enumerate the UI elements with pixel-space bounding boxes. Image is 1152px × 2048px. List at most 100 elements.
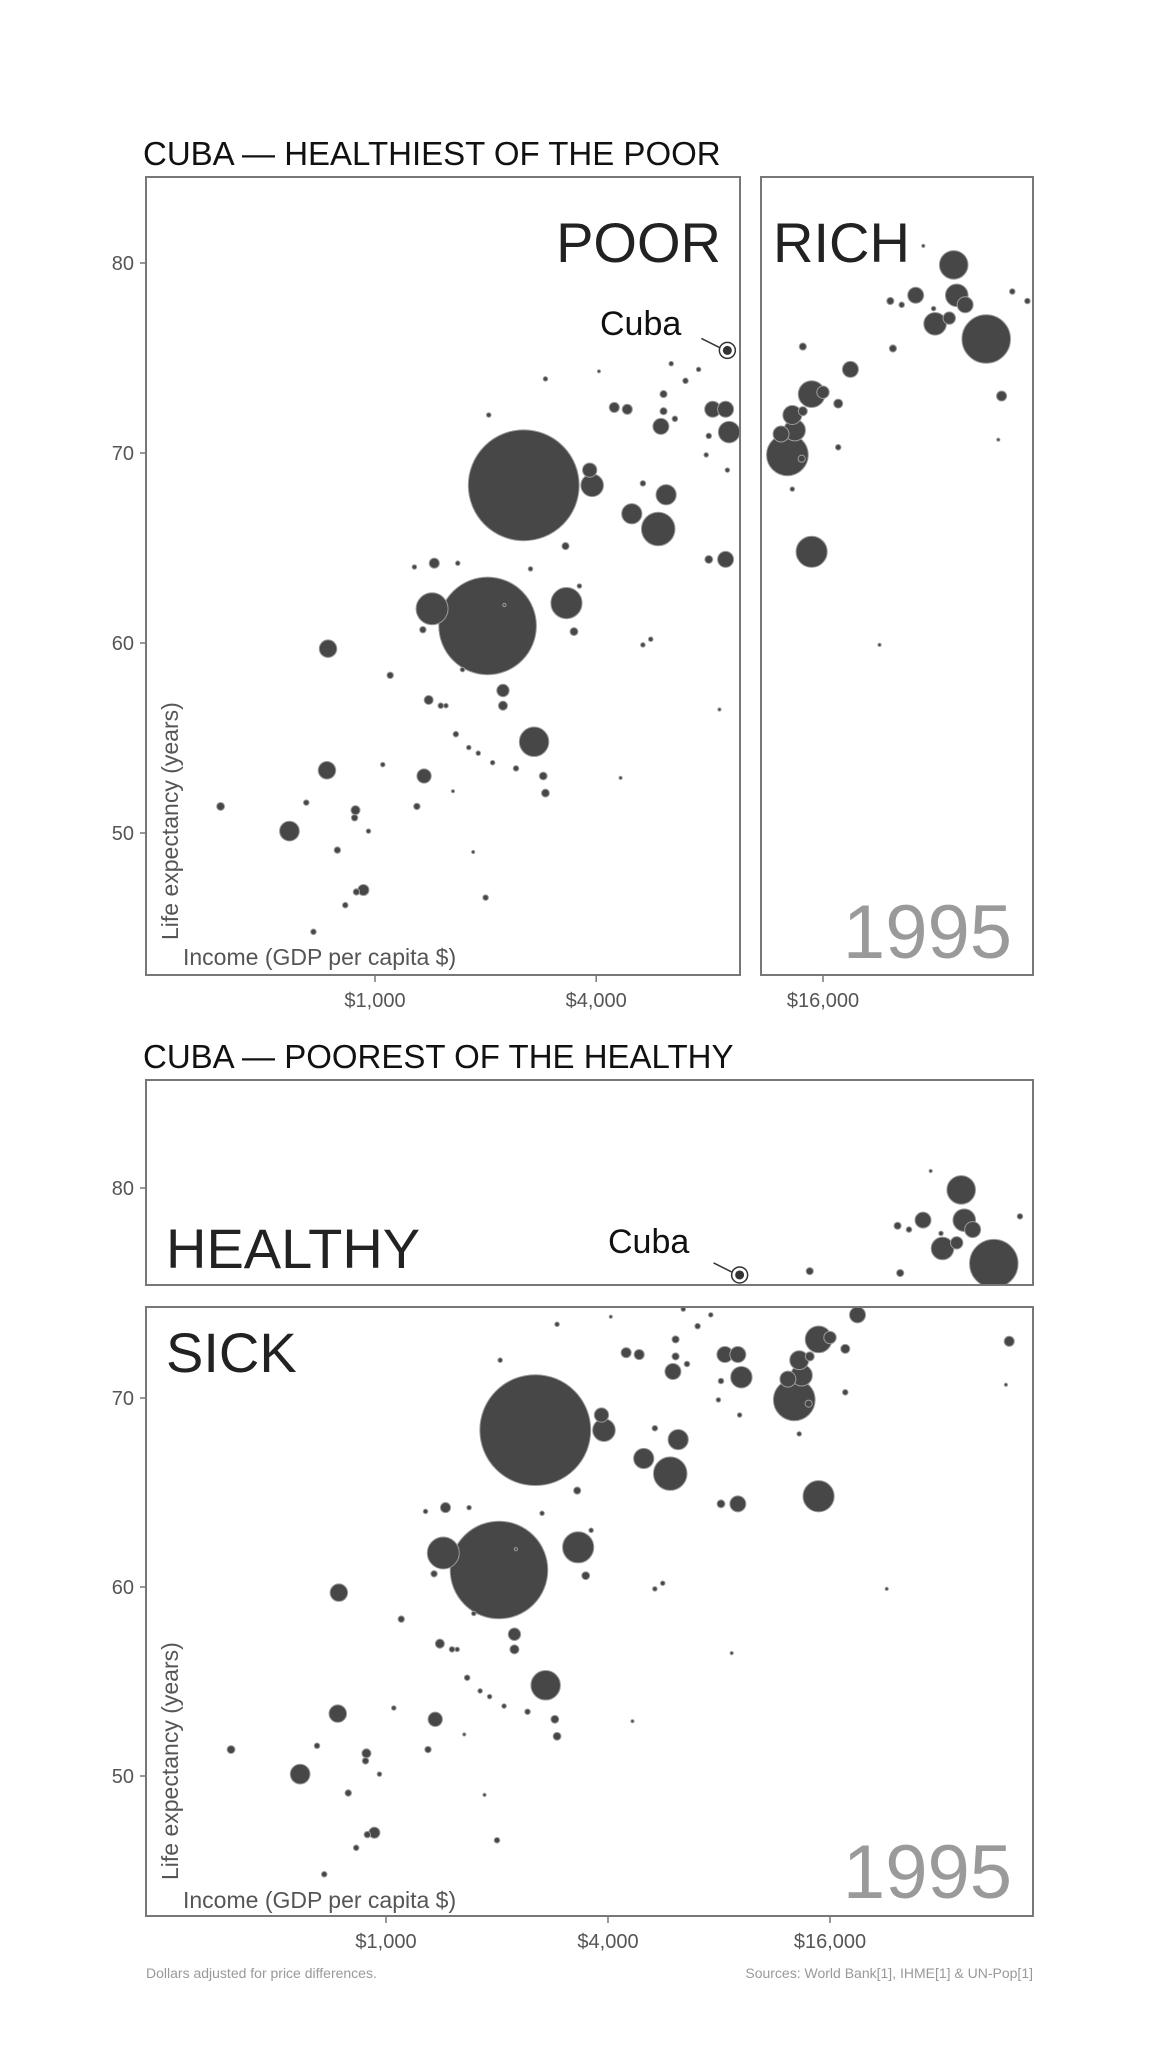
country-bubble [1016,1213,1024,1220]
country-bubble [841,1389,849,1396]
country-bubble [621,503,643,525]
country-bubble [471,1610,477,1617]
country-bubble [479,1374,592,1487]
country-bubble [541,788,550,798]
y-tick-label: 80 [112,1178,134,1200]
country-bubble [664,1363,682,1381]
country-bubble [376,1771,383,1777]
country-bubble [509,1644,520,1655]
country-bubble [914,1211,932,1229]
country-bubble [397,1615,405,1623]
y-tick-label: 70 [112,1388,134,1410]
country-bubble [443,702,449,709]
country-bubble [655,484,677,506]
country-bubble [350,805,361,816]
country-bubble [341,901,349,909]
x-tick-label: $1,000 [355,1931,416,1953]
x-tick-label: $4,000 [577,1931,638,1953]
country-bubble [593,1407,610,1423]
country-bubble [313,1742,321,1750]
country-bubble [497,700,508,711]
cuba-bubble [722,345,732,355]
country-bubble [423,694,434,706]
country-bubble [493,1836,501,1844]
country-bubble [938,250,969,280]
country-bubble [380,761,386,768]
country-bubble [580,473,604,498]
x-axis-label: Income (GDP per capita $) [183,1887,456,1913]
country-bubble [652,1456,688,1491]
country-bubble [530,1670,561,1701]
sick-bubbles [226,1307,1015,1878]
country-bubble [573,1486,582,1495]
country-bubble [804,1351,815,1362]
country-bubble [708,1312,714,1318]
country-bubble [630,1719,635,1724]
country-bubble [361,1757,370,1765]
sources: Sources: World Bank[1], IHME[1] & UN-Pop… [745,1965,1033,1981]
country-bubble [427,1711,443,1727]
country-bubble [961,314,1011,364]
country-bubble [652,1586,658,1592]
country-bubble [527,566,534,572]
country-bubble [455,560,461,566]
country-bubble [640,642,646,648]
country-bubble [659,407,668,416]
country-bubble [717,400,735,418]
y-tick-label: 50 [112,823,134,845]
cuba-annotation: Cuba [608,1223,689,1261]
country-bubble [705,432,713,440]
country-bubble [426,1536,460,1570]
country-bubble [329,1583,349,1602]
country-bubble [715,1397,722,1403]
country-bubble [542,376,549,382]
country-bubble [437,702,445,709]
country-bubble [391,1705,397,1711]
country-bubble [789,486,796,492]
country-bubble [884,1586,889,1591]
country-bubble [717,707,722,712]
country-bubble [582,462,598,478]
chart-healthiest-of-poor: CUBA — HEALTHIEST OF THE POOR POOR RICH … [112,135,1034,1012]
country-bubble [581,1571,591,1581]
country-bubble [576,583,583,589]
country-bubble [671,1352,680,1361]
country-bubble [430,1570,438,1578]
country-bubble [996,437,1001,442]
footnote: Dollars adjusted for price differences. [146,1965,377,1981]
country-bubble [849,1307,867,1324]
country-bubble [448,1646,456,1653]
country-bubble [964,1221,982,1239]
country-bubble [704,554,714,564]
country-bubble [497,1357,503,1363]
country-bubble [798,342,807,351]
country-bubble [411,564,418,570]
country-bubble [620,1347,632,1359]
country-bubble [588,1527,594,1534]
country-bubble [729,1651,734,1656]
country-bubble [639,480,647,487]
country-bubble [475,750,482,756]
country-bubble [496,683,510,698]
chart-title: CUBA — POOREST OF THE HEALTHY [143,1038,733,1075]
country-bubble [415,592,449,626]
country-bubble [489,759,496,766]
year-label: 1995 [843,890,1012,975]
country-bubble [618,775,623,781]
panel-label-rich: RICH [773,211,910,274]
country-bubble [797,406,808,417]
country-bubble [907,286,925,304]
country-bubble [569,627,579,637]
country-bubble [659,390,668,399]
x-axis-label: Income (GDP per capita $) [183,944,456,970]
chart-poorest-of-healthy: CUBA — POOREST OF THE HEALTHY HEALTHY SI… [112,1038,1034,1981]
country-bubble [596,369,602,374]
country-bubble [717,1377,725,1385]
country-bubble [724,467,731,473]
country-bubble [695,366,702,373]
country-bubble [450,789,456,794]
y-axis-label: Life expectancy (years) [157,702,183,940]
panel-poor [145,176,741,976]
country-bubble [507,1627,522,1641]
country-bubble [969,1238,1019,1285]
